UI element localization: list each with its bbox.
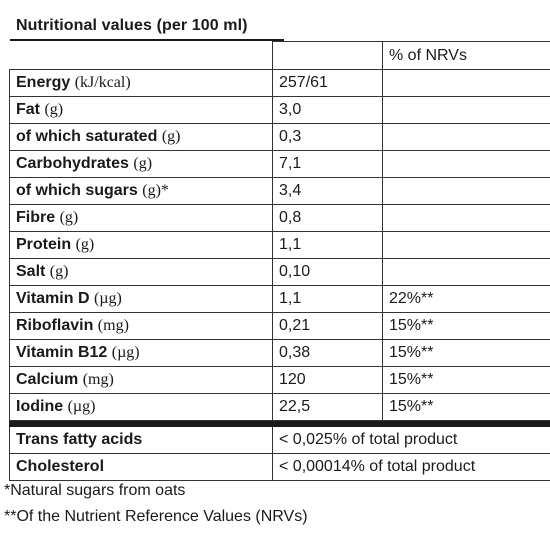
nutrient-name: of which saturated — [16, 128, 158, 145]
nutrient-value: 7,1 — [272, 150, 383, 178]
nutrient-name: Fibre — [16, 209, 56, 226]
nutrient-value: 3,4 — [272, 177, 383, 205]
nutrient-name-cell: Fat (g) — [9, 96, 273, 124]
nutrient-name: Fat — [16, 101, 40, 118]
nutrient-row: Iodine (µg) 22,5 15%** — [9, 393, 550, 421]
nutrient-name-cell: Vitamin B12 (µg) — [9, 339, 273, 367]
footnote-sugars: *Natural sugars from oats — [4, 482, 186, 499]
nutrient-name-cell: Energy (kJ/kcal) — [9, 69, 273, 97]
nutrient-value: 3,0 — [272, 96, 383, 124]
nutrient-nrv — [382, 123, 550, 151]
nutrient-nrv: 15%** — [382, 393, 550, 421]
nutrient-row: Vitamin D (µg) 1,1 22%** — [9, 285, 550, 313]
nutrient-value: 0,21 — [272, 312, 383, 340]
table-title: Nutritional values (per 100 ml) — [16, 17, 248, 34]
nutrient-value: 1,1 — [272, 231, 383, 259]
extra-value: < 0,025% of total product — [272, 426, 550, 454]
nutrient-unit: (g) — [49, 263, 69, 280]
extra-name: Cholesterol — [9, 453, 273, 481]
nutrient-value: 0,38 — [272, 339, 383, 367]
nutrient-row: Calcium (mg) 120 15%** — [9, 366, 550, 394]
nutrient-unit: (kJ/kcal) — [74, 74, 131, 91]
nutrient-name-cell: of which sugars (g)* — [9, 177, 273, 205]
nutrient-value: 22,5 — [272, 393, 383, 421]
nrv-header: % of NRVs — [382, 41, 550, 70]
nutrient-row: Energy (kJ/kcal) 257/61 — [9, 69, 550, 97]
nutrient-name-cell: of which saturated (g) — [9, 123, 273, 151]
nutrient-row: Fat (g) 3,0 — [9, 96, 550, 124]
nutrient-name: Calcium — [16, 371, 79, 388]
nutrient-name: of which sugars — [16, 182, 138, 199]
nutrient-row: Fibre (g) 0,8 — [9, 204, 550, 232]
extra-row: Trans fatty acids < 0,025% of total produ… — [9, 426, 550, 454]
nutrient-nrv — [382, 177, 550, 205]
nutrient-unit: (µg) — [93, 290, 122, 307]
title-underline — [10, 39, 284, 41]
header-row: % of NRVs — [9, 41, 550, 70]
nutrient-name-cell: Fibre (g) — [9, 204, 273, 232]
nutrient-row: Protein (g) 1,1 — [9, 231, 550, 259]
nutrient-name: Iodine — [16, 398, 64, 415]
nutrient-name-cell: Calcium (mg) — [9, 366, 273, 394]
nutrient-row: Carbohydrates (g) 7,1 — [9, 150, 550, 178]
nutrient-nrv: 22%** — [382, 285, 550, 313]
nutrient-row: of which saturated (g) 0,3 — [9, 123, 550, 151]
nutrient-row: Riboflavin (mg) 0,21 15%** — [9, 312, 550, 340]
nutrient-row: Vitamin B12 (µg) 0,38 15%** — [9, 339, 550, 367]
nutrient-unit: (mg) — [97, 317, 129, 334]
nutrient-value: 1,1 — [272, 285, 383, 313]
nutrient-unit: (g) — [59, 209, 79, 226]
nutrient-value: 0,10 — [272, 258, 383, 286]
nutrient-name: Vitamin D — [16, 290, 90, 307]
nutrient-unit: (µg) — [111, 344, 140, 361]
nutrition-table: % of NRVs Energy (kJ/kcal) 257/61 Fat (g) 3… — [9, 41, 550, 481]
nutrient-nrv: 15%** — [382, 339, 550, 367]
nutrient-unit: (g) — [161, 128, 181, 145]
nutrient-nrv: 15%** — [382, 312, 550, 340]
nutrient-name-cell: Protein (g) — [9, 231, 273, 259]
header-blank-cell — [9, 41, 273, 70]
nutrient-name: Energy — [16, 74, 71, 91]
nutrient-unit: (µg) — [67, 398, 96, 415]
nutrient-value: 120 — [272, 366, 383, 394]
nutrient-name-cell: Vitamin D (µg) — [9, 285, 273, 313]
nutrient-unit: (g) — [133, 155, 153, 172]
nutrient-nrv — [382, 204, 550, 232]
nutrient-nrv — [382, 258, 550, 286]
nutrient-name-cell: Iodine (µg) — [9, 393, 273, 421]
header-value-cell — [272, 41, 383, 70]
nutrient-name: Riboflavin — [16, 317, 94, 334]
nutrient-nrv — [382, 150, 550, 178]
extra-name: Trans fatty acids — [9, 426, 273, 454]
nutrient-name: Carbohydrates — [16, 155, 129, 172]
nutrient-nrv — [382, 69, 550, 97]
nutrient-name-cell: Carbohydrates (g) — [9, 150, 273, 178]
extra-value: < 0,00014% of total product — [272, 453, 550, 481]
nutrient-name: Salt — [16, 263, 46, 280]
nutrient-value: 257/61 — [272, 69, 383, 97]
nutrient-unit: (g)* — [142, 182, 169, 199]
nutrient-nrv: 15%** — [382, 366, 550, 394]
nutrient-row: Salt (g) 0,10 — [9, 258, 550, 286]
nutrient-value: 0,3 — [272, 123, 383, 151]
nutrient-unit: (mg) — [82, 371, 114, 388]
nutrient-name-cell: Salt (g) — [9, 258, 273, 286]
footnote-nrv: **Of the Nutrient Reference Values (NRVs… — [4, 508, 308, 525]
nutrient-unit: (g) — [75, 236, 95, 253]
nutrient-nrv — [382, 96, 550, 124]
nutrient-value: 0,8 — [272, 204, 383, 232]
nutrient-unit: (g) — [44, 101, 64, 118]
nutrient-row: of which sugars (g)* 3,4 — [9, 177, 550, 205]
nutrient-name: Vitamin B12 — [16, 344, 108, 361]
nutrient-nrv — [382, 231, 550, 259]
nutrient-name: Protein — [16, 236, 72, 253]
nutrient-name-cell: Riboflavin (mg) — [9, 312, 273, 340]
extra-row: Cholesterol < 0,00014% of total product — [9, 453, 550, 481]
